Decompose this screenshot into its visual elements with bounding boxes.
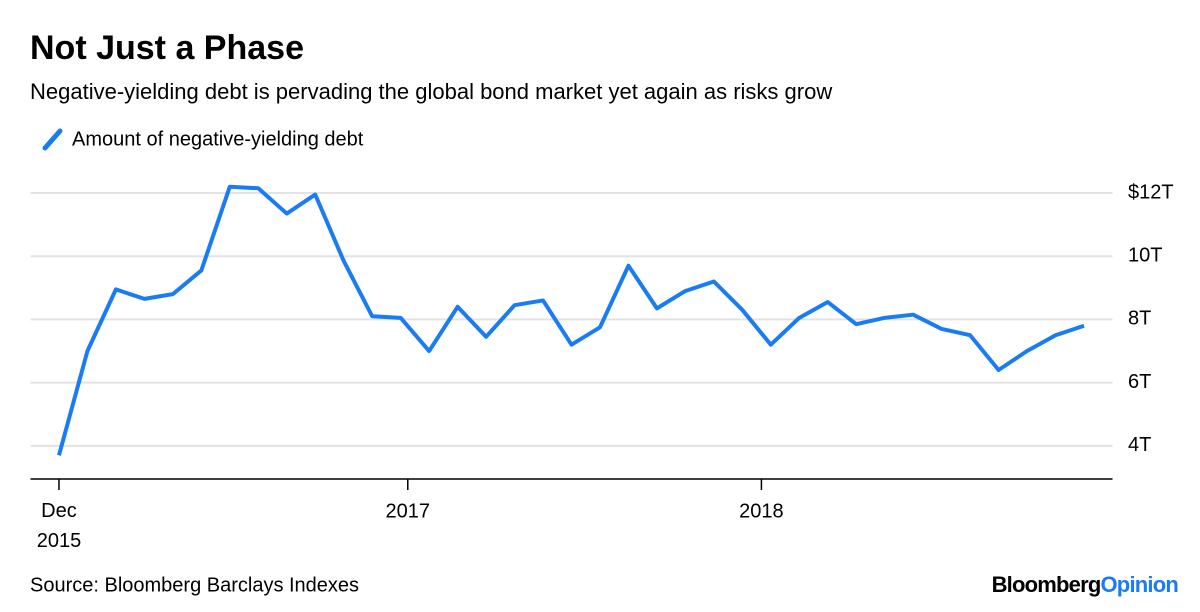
chart-subtitle: Negative-yielding debt is pervading the … (30, 79, 832, 104)
x-tick-label: 2017 (386, 500, 431, 522)
legend-label: Amount of negative-yielding debt (72, 128, 364, 150)
brand: BloombergOpinion (992, 572, 1179, 597)
source: Source: Bloomberg Barclays Indexes (30, 574, 359, 596)
legend-swatch (42, 128, 63, 151)
y-tick-label: 10T (1128, 245, 1162, 267)
x-tick-label: 2018 (739, 500, 784, 522)
x-tick-label-line: Dec (41, 500, 77, 522)
brand-main: Bloomberg (992, 572, 1101, 597)
y-tick-label: $12T (1128, 181, 1174, 203)
y-tick-label: 4T (1128, 434, 1151, 456)
x-tick-label: Dec 2015 (37, 500, 82, 552)
chart-title: Not Just a Phase (30, 29, 304, 67)
x-tick-label-line: 2015 (37, 530, 82, 552)
y-tick-label: 6T (1128, 371, 1151, 393)
series-line (57, 184, 1085, 456)
y-tick-label: 8T (1128, 308, 1151, 330)
brand-accent: Opinion (1101, 572, 1179, 597)
